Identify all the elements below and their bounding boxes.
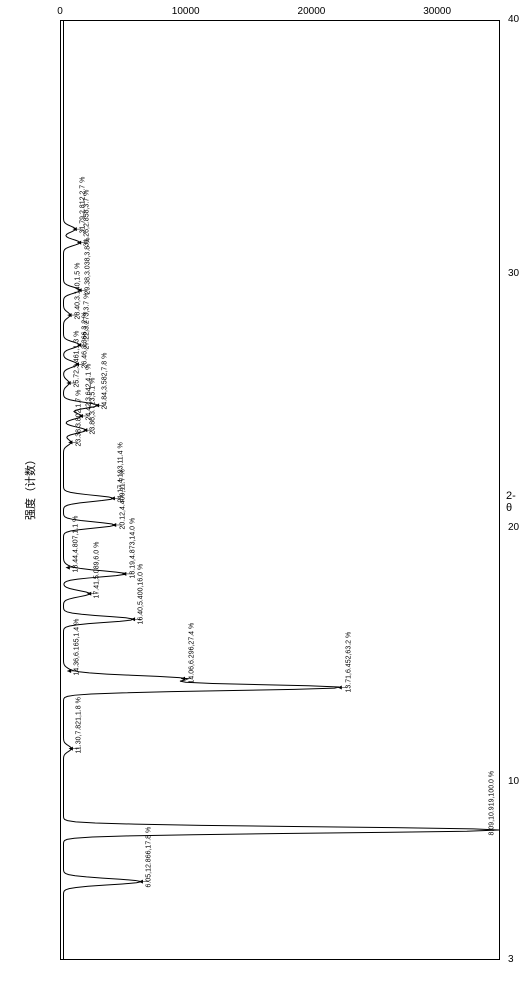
- intensity-tick: 10000: [166, 6, 206, 17]
- intensity-tick: 20000: [291, 6, 331, 17]
- intensity-tick: 30000: [417, 6, 457, 17]
- spectrum-trace: [61, 21, 499, 959]
- intensity-tick: 0: [40, 6, 80, 17]
- plot-area: 6.05,12.866,17.8 %8.09,10.919,100.0 %11.…: [60, 20, 500, 960]
- xrd-chart: 6.05,12.866,17.8 %8.09,10.919,100.0 %11.…: [60, 20, 500, 960]
- x-axis-label: 2-θ: [506, 490, 516, 958]
- y-axis-label: 强度（计数）: [22, 454, 38, 520]
